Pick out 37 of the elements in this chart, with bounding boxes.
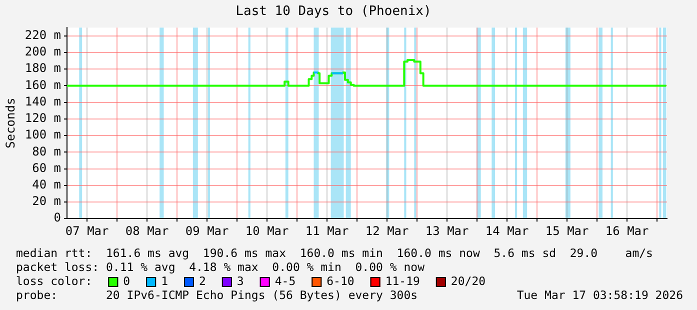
y-tick-label: 20 m [32, 194, 61, 208]
text: packet loss: 0.11 % avg 4.18 % max 0.00 % min 0.00 % now [16, 260, 425, 274]
y-tick-label: 200 m [24, 44, 61, 59]
y-tick-label: 160 m [24, 78, 61, 92]
y-tick-label: 140 m [24, 94, 61, 108]
y-tick-label: 120 m [24, 111, 61, 126]
legend-label: 3 [236, 274, 244, 288]
legend-label: 1 [161, 274, 168, 288]
legend-label: 11-19 [385, 274, 420, 288]
y-tick-label: 0 [54, 210, 61, 225]
x-tick-label: 10 Mar [245, 224, 289, 238]
legend-label: 2 [199, 274, 206, 288]
chart-title: Last 10 Days to (Phoenix) [236, 4, 432, 20]
x-tick-label: 07 Mar [65, 224, 109, 238]
x-tick-label: 11 Mar [305, 224, 349, 238]
legend-label: 6-10 [326, 274, 354, 288]
y-tick-label: 100 m [24, 128, 61, 142]
text: Tue Mar 17 03:58:19 2026 [516, 288, 684, 302]
y-axis-title: Seconds [3, 98, 18, 148]
legend-label: 20/20 [450, 274, 486, 288]
y-tick-label: 80 m [32, 144, 61, 158]
y-tick-label: 40 m [32, 178, 61, 192]
y-tick-label: 180 m [24, 61, 61, 76]
legend-label: 4-5 [274, 274, 296, 288]
text: median rtt: 161.6 ms avg 190.6 ms max 160.0 ms min 160.0 ms now 5.6 ms sd 29.0 am/s [16, 246, 653, 260]
text: probe: 20 IPv6-ICMP Echo Pings (56 Bytes) every 300s [16, 288, 418, 302]
legend-title: loss color: [16, 274, 92, 288]
y-tick-label: 60 m [32, 160, 61, 175]
y-tick-label: 220 m [24, 28, 61, 42]
legend-label: 0 [123, 274, 130, 288]
x-tick-label: 16 Mar [605, 224, 649, 238]
x-tick-label: 08 Mar [125, 224, 169, 238]
x-tick-label: 15 Mar [545, 224, 589, 238]
x-tick-label: 13 Mar [425, 224, 469, 238]
x-tick-label: 14 Mar [485, 224, 529, 238]
x-tick-label: 12 Mar [365, 224, 409, 238]
x-tick-label: 09 Mar [185, 224, 229, 238]
